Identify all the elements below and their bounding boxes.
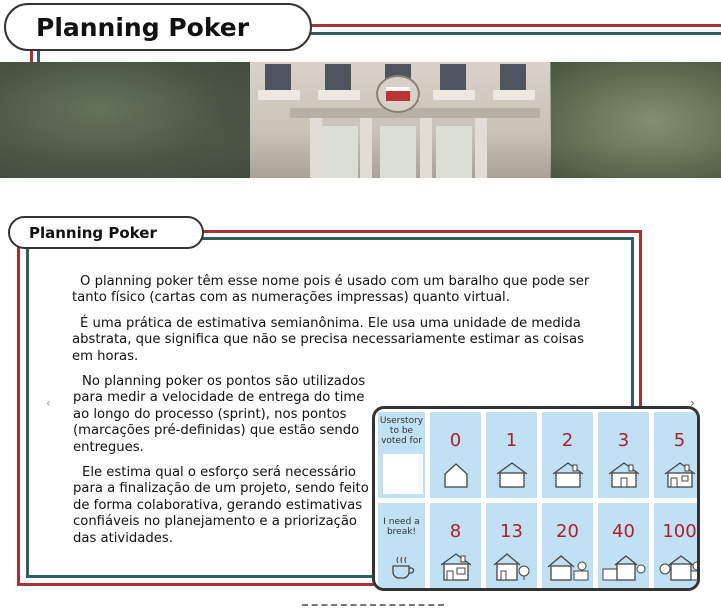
paragraph-4: Ele estima qual o esforço será necessári… xyxy=(73,465,369,546)
house-2-icon xyxy=(552,462,583,488)
banner-building-photo xyxy=(0,62,721,178)
paragraph-1: O planning poker têm esse nome pois é us… xyxy=(72,274,590,306)
house-5-icon xyxy=(664,462,695,488)
house-13-icon xyxy=(493,553,529,581)
institution-seal-icon xyxy=(376,75,420,113)
header-decor-stub xyxy=(0,44,40,64)
house-0-icon xyxy=(443,463,468,488)
footer-divider xyxy=(302,604,444,606)
card-0[interactable]: 0 xyxy=(430,412,481,498)
card-8[interactable]: 8 xyxy=(430,503,481,588)
site-title: Planning Poker xyxy=(36,12,250,42)
house-100-icon xyxy=(659,555,697,581)
coffee-cup-icon xyxy=(392,556,415,579)
card-value: 3 xyxy=(617,430,630,451)
carousel-next-button[interactable]: › xyxy=(690,396,695,410)
card-3[interactable]: 3 xyxy=(598,412,649,498)
card-value: 5 xyxy=(673,430,686,451)
card-20[interactable]: 20 xyxy=(542,503,593,588)
userstory-card: Userstory to be voted for xyxy=(378,412,425,498)
section-title-pill: Planning Poker xyxy=(8,216,204,249)
break-card[interactable]: I need a break! xyxy=(378,503,425,588)
card-value: 2 xyxy=(561,430,574,451)
card-5[interactable]: 5 xyxy=(654,412,697,498)
section-title: Planning Poker xyxy=(29,223,157,242)
card-100[interactable]: 100 xyxy=(654,503,697,588)
card-value: 20 xyxy=(556,521,579,542)
carousel-prev-button[interactable]: ‹ xyxy=(46,396,51,410)
userstory-label: Userstory to be voted for xyxy=(379,416,424,446)
paragraph-3: No planning poker os pontos são utilizad… xyxy=(73,374,366,455)
section-content: O planning poker têm esse nome pois é us… xyxy=(38,274,628,556)
card-2[interactable]: 2 xyxy=(542,412,593,498)
paragraph-2: É uma prática de estimativa semianônima.… xyxy=(72,315,584,364)
card-1[interactable]: 1 xyxy=(486,412,537,498)
break-label: I need a break! xyxy=(383,517,420,537)
planning-poker-board: Userstory to be voted for I need a break… xyxy=(372,406,700,591)
house-3-icon xyxy=(608,462,639,488)
section-decor-lines xyxy=(190,230,642,244)
house-40-icon xyxy=(602,555,645,581)
card-value: 8 xyxy=(449,521,462,542)
card-value: 13 xyxy=(500,521,523,542)
card-value: 1 xyxy=(505,430,518,451)
house-1-icon xyxy=(496,462,527,488)
house-20-icon xyxy=(547,555,588,581)
card-value: 40 xyxy=(612,521,635,542)
card-value: 100 xyxy=(662,521,697,542)
userstory-blank-card xyxy=(383,454,423,494)
house-8-icon xyxy=(440,553,471,581)
card-40[interactable]: 40 xyxy=(598,503,649,588)
card-13[interactable]: 13 xyxy=(486,503,537,588)
card-value: 0 xyxy=(449,430,462,451)
header-decor-lines xyxy=(300,20,721,40)
site-title-pill: Planning Poker xyxy=(4,3,312,51)
